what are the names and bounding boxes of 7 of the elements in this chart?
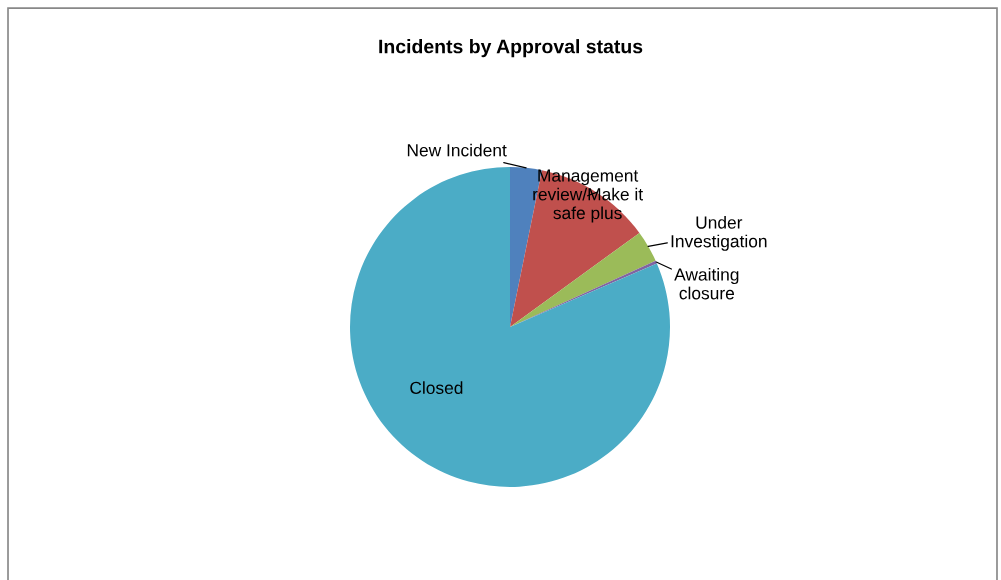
pie-slice [510,232,656,327]
chart-title: Incidents by Approval status [379,39,643,58]
slice-label: Closed [410,381,463,395]
slice-label: Awaiting closure [674,267,739,300]
pie-slice [350,166,670,487]
slice-label: New Incident [407,143,507,157]
slice-label: Under Investigation [671,215,767,251]
